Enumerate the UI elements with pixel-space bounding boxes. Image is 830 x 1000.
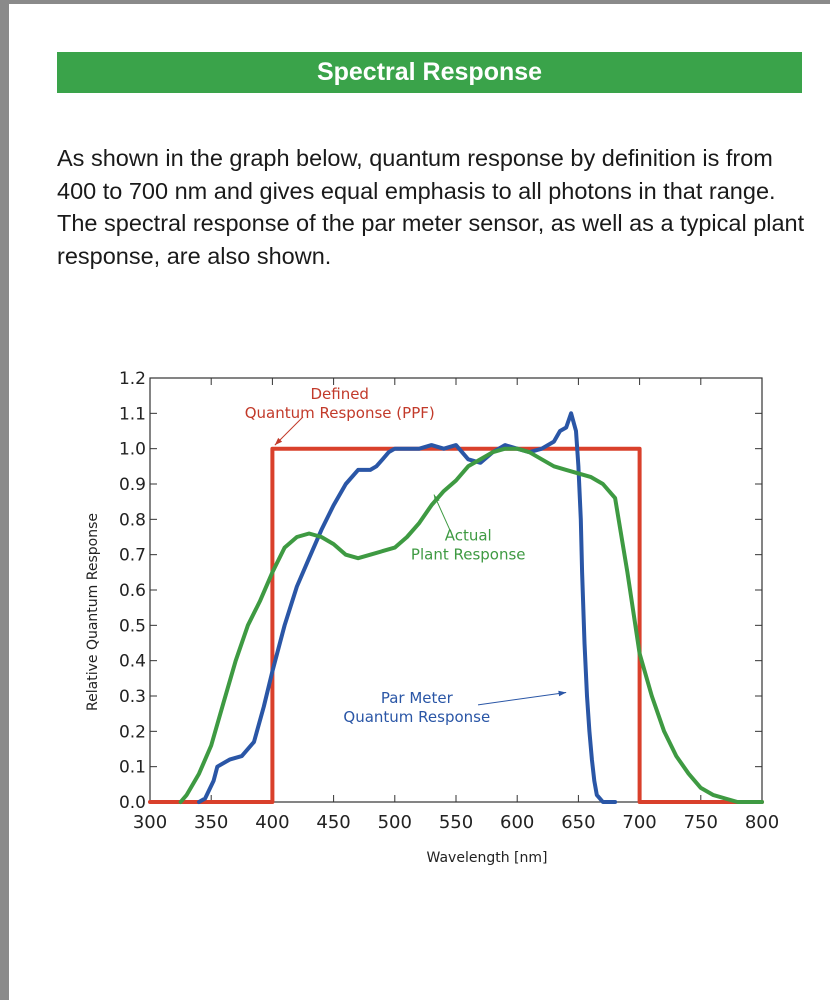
y-tick-label: 0.9 (119, 475, 146, 495)
y-tick-label: 0.1 (119, 758, 146, 778)
y-tick-label: 0.5 (119, 616, 146, 636)
annotation-ppf-line: Quantum Response (PPF) (245, 404, 435, 422)
series-line-par-meter-quantum-response (197, 411, 618, 804)
annotation-par-pointer (477, 691, 567, 706)
annotation-plant-line: Actual (445, 527, 492, 545)
annotation-par-line: Par Meter (381, 689, 454, 707)
x-tick-label: 650 (561, 812, 595, 833)
annotation-plant-arrowhead (434, 494, 440, 503)
x-tick-label: 800 (745, 812, 779, 833)
x-tick-label: 700 (622, 812, 656, 833)
y-tick-label: 0.3 (119, 687, 146, 707)
x-tick-label: 500 (378, 812, 412, 833)
annotation-par-arrowhead (558, 690, 567, 697)
x-tick-label: 550 (439, 812, 473, 833)
y-axis-label: Relative Quantum Response (85, 513, 101, 711)
series-line-defined-quantum-response-ppf (148, 446, 764, 804)
y-tick-label: 1.1 (119, 404, 146, 424)
annotation-plant-line: Plant Response (411, 546, 526, 564)
section-heading-banner: Spectral Response (57, 52, 802, 93)
x-tick-label: 400 (255, 812, 289, 833)
annotation-ppf-line: Defined (310, 385, 368, 403)
x-tick-label: 350 (194, 812, 228, 833)
intro-paragraph: As shown in the graph below, quantum res… (57, 145, 805, 269)
y-tick-label: 1.0 (119, 440, 146, 460)
chart-svg: 0.0 0.1 0.2 0.3 0.4 0.5 0.6 0.7 0.8 0.9 1.0 1.1 1.2 3… (85, 369, 779, 866)
series-line-actual-plant-response (178, 446, 764, 804)
y-tick-label: 1.2 (119, 369, 146, 389)
x-tick-label: 600 (500, 812, 534, 833)
x-tick-label: 450 (316, 812, 350, 833)
x-tick-label: 300 (133, 812, 167, 833)
chart-series (148, 411, 764, 804)
annotation-ppf-arrowhead (274, 437, 283, 446)
window-frame-left (0, 0, 9, 1000)
window-frame-top (0, 0, 830, 4)
x-tick-label: 750 (684, 812, 718, 833)
x-axis-label: Wavelength [nm] (427, 850, 548, 866)
spectral-response-chart: 0.0 0.1 0.2 0.3 0.4 0.5 0.6 0.7 0.8 0.9 1.0 1.1 1.2 3… (70, 350, 790, 870)
annotation-par-line: Quantum Response (343, 708, 490, 726)
y-tick-label: 0.6 (119, 581, 146, 601)
y-tick-label: 0.4 (119, 652, 146, 672)
y-tick-label: 0.7 (119, 546, 146, 566)
y-tick-label: 0.0 (119, 793, 146, 813)
chart-axes: 0.0 0.1 0.2 0.3 0.4 0.5 0.6 0.7 0.8 0.9 1.0 1.1 1.2 3… (119, 369, 779, 833)
y-tick-label: 0.2 (119, 722, 146, 742)
y-tick-label: 0.8 (119, 510, 146, 530)
plot-frame (149, 377, 763, 803)
